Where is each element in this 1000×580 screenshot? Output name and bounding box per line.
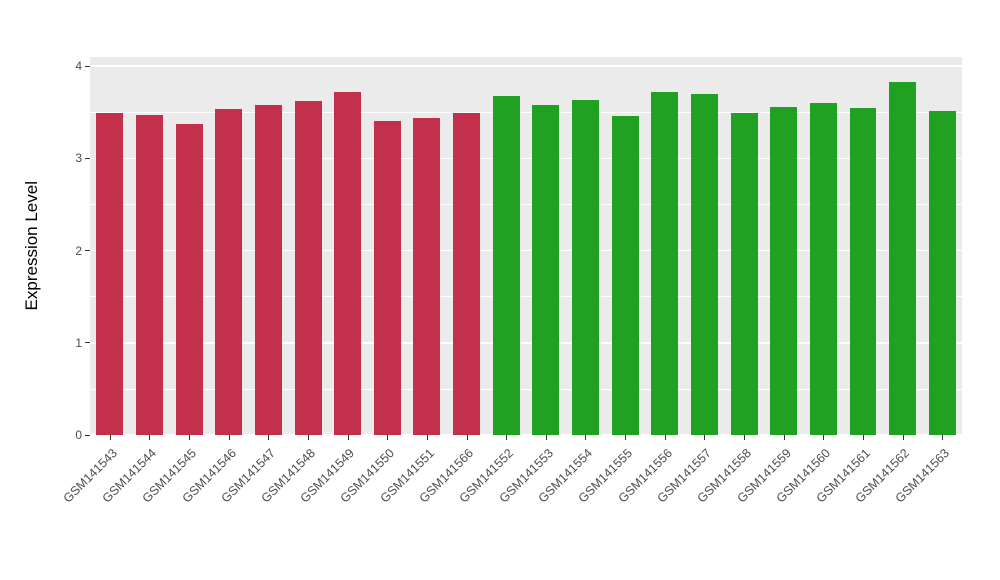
bar-slot — [645, 57, 685, 435]
x-tick-mark — [625, 435, 627, 440]
bar-GSM141552 — [492, 95, 520, 435]
x-tick-mark — [545, 435, 547, 440]
bar-slot — [90, 57, 130, 435]
x-tick-mark — [308, 435, 309, 440]
x-tick-mark — [347, 435, 349, 440]
bar-slot — [486, 57, 526, 435]
gridline-minor — [90, 296, 962, 298]
x-tick-mark — [426, 435, 428, 440]
gridline-major — [90, 249, 962, 252]
x-tick-mark — [942, 435, 944, 440]
bar-slot — [685, 57, 725, 435]
x-tick-mark — [268, 435, 270, 440]
y-axis-title: Expression Level — [22, 57, 42, 435]
y-tick-label: 0 — [75, 428, 82, 442]
x-tick-mark — [149, 435, 151, 440]
gridline-minor — [90, 111, 962, 113]
bar-GSM141557 — [690, 93, 718, 435]
bar-GSM141545 — [175, 124, 203, 435]
x-label-cell: GSM141563 — [893, 441, 962, 561]
bar-GSM141550 — [373, 120, 401, 435]
bar-slot — [288, 57, 328, 435]
bar-slot — [169, 57, 209, 435]
x-tick-mark — [902, 435, 904, 440]
bar-GSM141562 — [889, 81, 917, 435]
bar-slot — [922, 57, 962, 435]
bar-GSM141544 — [135, 115, 163, 435]
bar-slot — [843, 57, 883, 435]
gridline-major — [90, 157, 962, 160]
y-tick-mark — [85, 250, 90, 252]
bar-slot — [605, 57, 645, 435]
bar-GSM141561 — [849, 107, 877, 435]
bar-slot — [883, 57, 923, 435]
bar-slot — [328, 57, 368, 435]
bar-GSM141566 — [453, 113, 481, 435]
bar-GSM141549 — [334, 92, 362, 435]
bar-GSM141546 — [215, 108, 243, 435]
y-tick-mark — [85, 434, 90, 436]
bar-GSM141563 — [928, 111, 956, 435]
bar-slot — [724, 57, 764, 435]
y-tick-label: 3 — [75, 151, 82, 166]
bar-GSM141555 — [611, 116, 639, 435]
bar-slot — [526, 57, 566, 435]
y-axis-title-text: Expression Level — [22, 181, 41, 311]
x-tick-mark — [823, 435, 825, 440]
x-tick-mark — [189, 435, 191, 440]
bar-slot — [764, 57, 804, 435]
x-axis-labels: GSM141543 GSM141544 GSM141545 GSM141546 GSM1… — [60, 441, 962, 561]
bar-GSM141556 — [651, 92, 679, 435]
y-tick-mark — [85, 342, 90, 344]
gridline-minor — [90, 388, 962, 390]
bar-slot — [804, 57, 844, 435]
x-tick-mark — [228, 435, 230, 440]
x-tick-mark — [387, 435, 389, 440]
bar-GSM141560 — [809, 103, 837, 435]
x-tick-mark — [585, 435, 587, 440]
y-tick-label: 1 — [75, 335, 82, 350]
bar-GSM141559 — [770, 106, 798, 435]
bar-GSM141551 — [413, 117, 441, 435]
gridline-major — [90, 434, 962, 436]
bar-slot — [249, 57, 289, 435]
x-tick-mark — [704, 435, 706, 440]
gridline-major — [90, 65, 962, 67]
bar-slot — [566, 57, 606, 435]
x-tick-mark — [506, 435, 508, 440]
bar-GSM141553 — [532, 104, 560, 435]
bar-slot — [407, 57, 447, 435]
x-tick-mark — [109, 435, 111, 440]
y-tick-label: 2 — [75, 243, 82, 258]
y-tick-label: 4 — [75, 59, 82, 74]
x-tick-mark — [783, 435, 785, 440]
x-tick-mark — [466, 435, 468, 440]
gridline-major — [90, 342, 962, 344]
bars-container — [90, 57, 962, 435]
bar-GSM141558 — [730, 113, 758, 435]
bar-slot — [130, 57, 170, 435]
y-tick-mark — [85, 157, 90, 159]
x-tick-mark — [664, 435, 666, 440]
bar-slot — [209, 57, 249, 435]
x-tick-mark — [744, 435, 745, 440]
bar-GSM141548 — [294, 101, 322, 435]
y-tick-mark — [85, 65, 90, 67]
bar-slot — [447, 57, 487, 435]
x-tick-mark — [862, 435, 864, 440]
bar-GSM141543 — [96, 113, 124, 435]
bar-GSM141554 — [572, 100, 599, 435]
bar-slot — [367, 57, 407, 435]
bar-GSM141547 — [254, 104, 282, 435]
plot-panel — [90, 57, 962, 436]
gridline-minor — [90, 204, 962, 205]
